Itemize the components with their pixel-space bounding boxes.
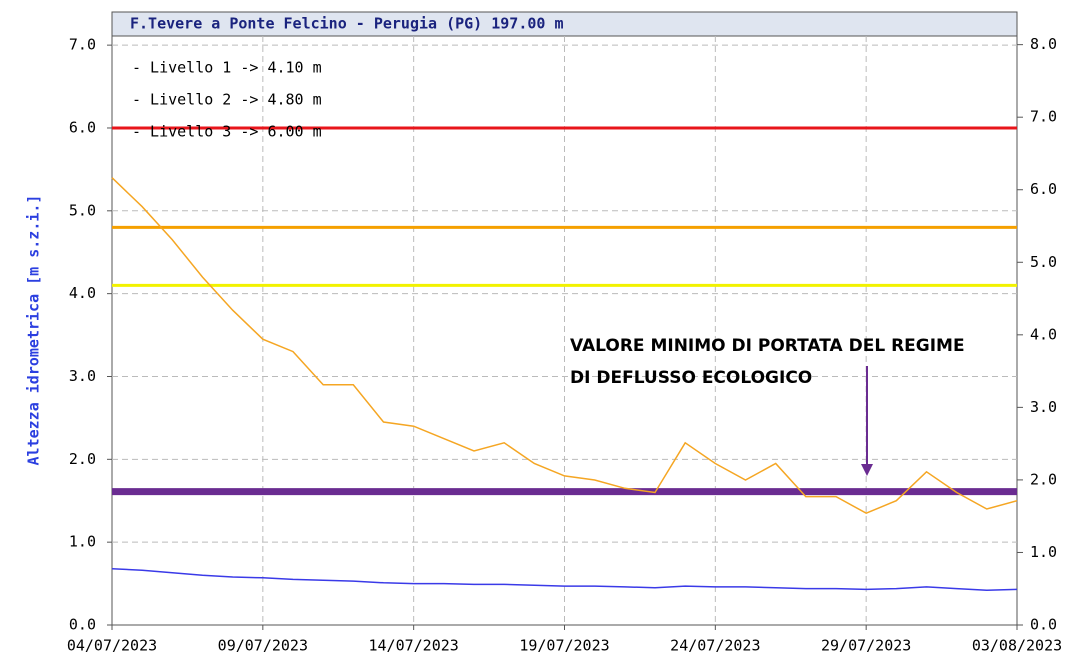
y-tick-label: 1.0	[69, 533, 96, 551]
annotation: DI DEFLUSSO ECOLOGICO	[570, 368, 812, 388]
x-tick-label: 03/08/2023	[972, 637, 1062, 655]
x-tick-label: 19/07/2023	[519, 637, 609, 655]
title-bar	[111, 11, 1018, 37]
series-line	[111, 567, 1018, 591]
y-tick-label: 4.0	[69, 284, 96, 302]
y-tick-label: 3.0	[69, 367, 96, 385]
legend-entry: - Livello 3 -> 6.00 m	[132, 123, 322, 141]
y2-tick-label: 8.0	[1030, 35, 1057, 53]
series-line	[111, 177, 1018, 515]
y2-tick-label: 1.0	[1030, 543, 1057, 561]
y2-tick-label: 4.0	[1030, 325, 1057, 343]
x-tick-label: 04/07/2023	[67, 637, 157, 655]
x-tick-label: 29/07/2023	[821, 637, 911, 655]
annotation-arrowhead	[861, 464, 873, 476]
y-tick-label: 0.0	[69, 616, 96, 634]
y-tick-label: 6.0	[69, 118, 96, 136]
y2-tick-label: 7.0	[1030, 108, 1057, 126]
y2-tick-label: 5.0	[1030, 253, 1057, 271]
y2-tick-label: 2.0	[1030, 470, 1057, 488]
legend-entry: - Livello 2 -> 4.80 m	[132, 91, 322, 109]
x-tick-label: 09/07/2023	[218, 637, 308, 655]
y2-tick-label: 6.0	[1030, 180, 1057, 198]
y2-tick-label: 3.0	[1030, 398, 1057, 416]
x-tick-label: 24/07/2023	[670, 637, 760, 655]
legend-entry: - Livello 1 -> 4.10 m	[132, 59, 322, 77]
y-tick-label: 5.0	[69, 201, 96, 219]
y-tick-label: 7.0	[69, 36, 96, 54]
annotation: VALORE MINIMO DI PORTATA DEL REGIME	[570, 336, 965, 356]
y-axis-label: Altezza idrometrica [m s.z.i.]	[25, 195, 43, 466]
x-tick-label: 14/07/2023	[369, 637, 459, 655]
y2-tick-label: 0.0	[1030, 616, 1057, 634]
y-tick-label: 2.0	[69, 450, 96, 468]
chart-title: F.Tevere a Ponte Felcino - Perugia (PG) …	[130, 15, 563, 33]
